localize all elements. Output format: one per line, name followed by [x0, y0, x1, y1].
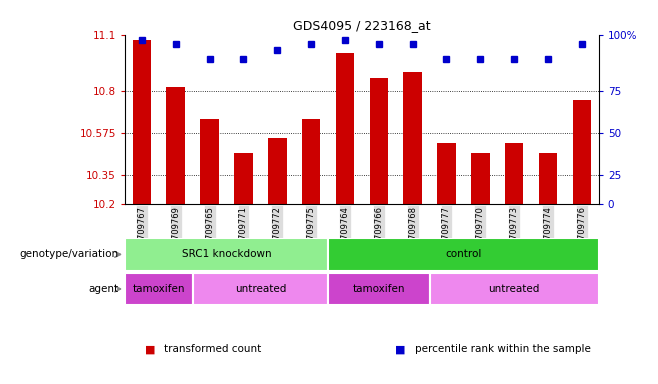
Bar — [133, 40, 151, 204]
Title: GDS4095 / 223168_at: GDS4095 / 223168_at — [293, 19, 431, 32]
Text: control: control — [445, 249, 482, 260]
Bar — [234, 153, 253, 204]
Bar — [505, 144, 524, 204]
Text: agent: agent — [88, 284, 118, 294]
Text: ■: ■ — [395, 344, 405, 354]
Bar — [200, 119, 219, 204]
Text: untreated: untreated — [488, 284, 540, 294]
Bar — [370, 78, 388, 204]
Bar — [471, 153, 490, 204]
Text: genotype/variation: genotype/variation — [19, 249, 118, 260]
Text: ■: ■ — [145, 344, 155, 354]
Bar — [125, 238, 328, 271]
Text: transformed count: transformed count — [164, 344, 262, 354]
Bar — [125, 273, 193, 305]
Text: tamoxifen: tamoxifen — [353, 284, 405, 294]
Bar — [336, 53, 354, 204]
Bar — [539, 153, 557, 204]
Bar — [302, 119, 320, 204]
Bar — [403, 72, 422, 204]
Bar — [437, 144, 456, 204]
Text: untreated: untreated — [235, 284, 286, 294]
Bar — [430, 273, 599, 305]
Bar — [193, 273, 328, 305]
Text: percentile rank within the sample: percentile rank within the sample — [415, 344, 590, 354]
Text: SRC1 knockdown: SRC1 knockdown — [182, 249, 271, 260]
Bar — [328, 273, 430, 305]
Bar — [268, 138, 287, 204]
Text: tamoxifen: tamoxifen — [133, 284, 185, 294]
Bar — [166, 87, 185, 204]
Bar — [572, 100, 591, 204]
Bar — [328, 238, 599, 271]
